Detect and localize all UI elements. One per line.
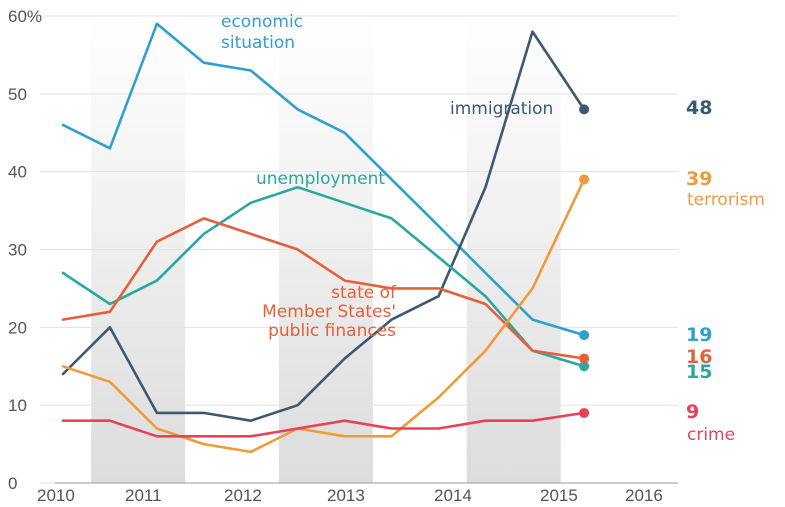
x-axis-ticks: 2010 2011 2012 2013 2014 2015 2016: [37, 486, 663, 505]
series-label-terrorism: terrorism: [687, 190, 765, 210]
series-line-unemployment: [61, 185, 586, 368]
end-value-crime: 9: [686, 401, 699, 423]
end-value-immigration: 48: [686, 97, 712, 119]
series-label-unemployment: unemployment: [256, 169, 385, 189]
end-value-public_finances: 16: [686, 346, 712, 368]
series-line-terrorism: [61, 178, 586, 454]
y-tick-label: 10: [8, 396, 27, 415]
end-value-unemployment: 15: [686, 361, 712, 383]
series-line-immigration: [61, 30, 586, 422]
series-line-economic: [61, 22, 586, 337]
series-label-public_finances: state of: [331, 283, 397, 303]
x-tick-label: 2011: [125, 486, 162, 505]
end-marker-economic: [579, 330, 590, 341]
x-tick-label: 2013: [327, 486, 365, 505]
y-tick-label: 20: [8, 318, 27, 337]
series-label-public_finances: Member States': [262, 302, 396, 322]
y-tick-label: 50: [8, 85, 27, 104]
end-value-economic: 19: [686, 324, 712, 346]
x-tick-label: 2014: [434, 486, 472, 505]
series-label-crime: crime: [687, 425, 735, 445]
series-line-crime: [61, 411, 586, 438]
series-label-immigration: immigration: [450, 99, 553, 119]
end-marker-immigration: [579, 104, 590, 115]
series-label-public_finances: public finances: [268, 321, 396, 341]
x-tick-label: 2010: [37, 486, 75, 505]
y-tick-label: 60%: [8, 7, 42, 26]
end-marker-terrorism: [579, 174, 590, 185]
end-marker-public_finances: [579, 353, 590, 364]
series-label-economic: economic: [221, 12, 303, 32]
y-tick-label: 0: [8, 474, 17, 493]
series-line-public_finances: [61, 217, 586, 360]
series-lines: [61, 22, 586, 454]
y-tick-label: 40: [8, 163, 27, 182]
end-marker-unemployment: [579, 361, 590, 372]
y-tick-label: 30: [8, 241, 27, 260]
y-axis-ticks: 60% 50 40 30 20 10 0: [8, 7, 42, 493]
x-tick-label: 2016: [625, 486, 663, 505]
series-label-economic: situation: [221, 33, 295, 53]
end-value-terrorism: 39: [686, 168, 712, 190]
x-tick-label: 2012: [224, 486, 262, 505]
x-tick-label: 2015: [540, 486, 578, 505]
end-marker-crime: [579, 407, 590, 418]
end-markers: [579, 104, 590, 418]
gridlines: [40, 15, 678, 484]
